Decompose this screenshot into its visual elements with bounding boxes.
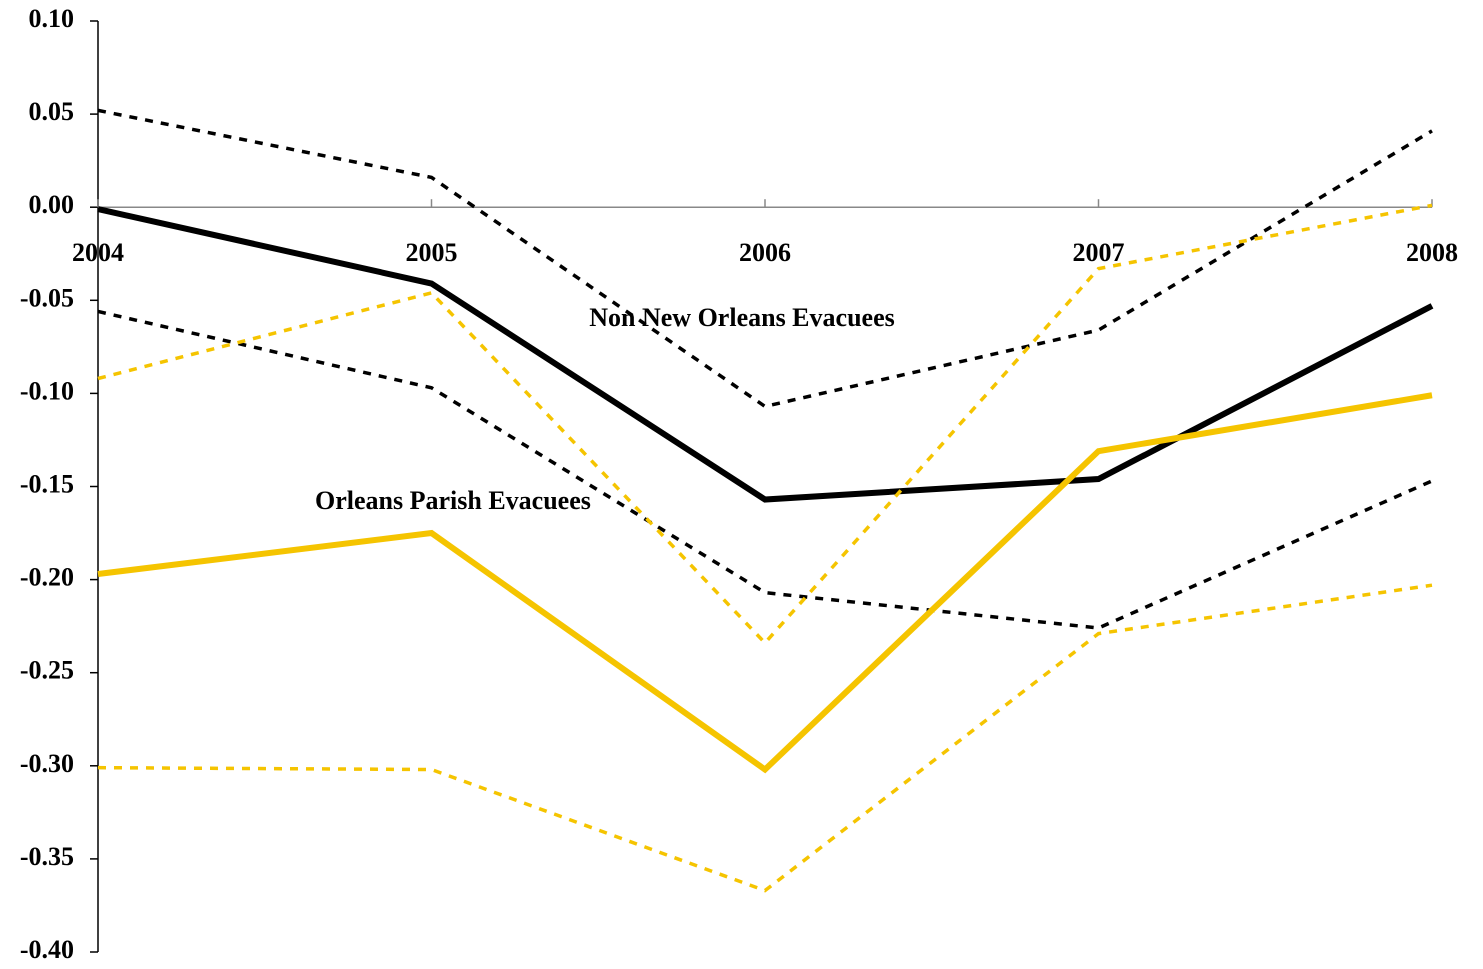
y-tick-label: -0.15 [20, 469, 74, 498]
y-tick-label: 0.05 [29, 97, 75, 126]
y-tick-label: 0.00 [29, 190, 75, 219]
series-line [97, 392, 1433, 774]
series-line [97, 108, 1433, 409]
x-tick-label: 2005 [406, 238, 458, 267]
y-tick-label: -0.20 [20, 563, 74, 592]
x-tick-label: 2007 [1073, 238, 1125, 267]
annotation: Orleans Parish Evacuees [315, 486, 591, 515]
series-line [97, 583, 1433, 893]
y-tick-label: -0.40 [20, 935, 74, 964]
annotation: Non New Orleans Evacuees [589, 303, 894, 332]
x-tick-label: 2008 [1406, 238, 1458, 267]
y-tick-label: -0.35 [20, 842, 74, 871]
y-tick-label: -0.10 [20, 376, 74, 405]
y-tick-label: 0.10 [29, 4, 75, 33]
series-line [97, 206, 1434, 503]
y-tick-label: -0.30 [20, 749, 74, 778]
x-tick-label: 2004 [72, 238, 124, 267]
x-tick-label: 2006 [739, 238, 791, 267]
y-tick-label: -0.05 [20, 283, 74, 312]
series-line [97, 309, 1433, 630]
series-line [97, 203, 1433, 646]
y-tick-label: -0.25 [20, 656, 74, 685]
